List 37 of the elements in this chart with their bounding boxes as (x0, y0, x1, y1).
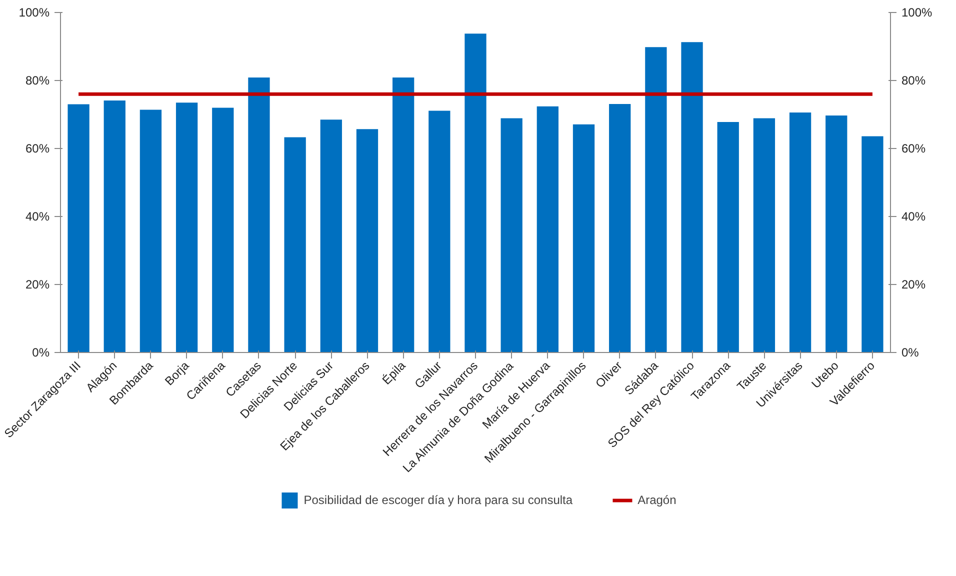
bar (500, 118, 522, 352)
bar (645, 47, 667, 352)
bar (320, 120, 342, 352)
y-tick-label: 20% (25, 278, 50, 292)
bar (862, 136, 884, 352)
bar (248, 77, 270, 352)
bar (789, 112, 812, 352)
bar (717, 122, 739, 352)
y-tick-label: 80% (25, 74, 50, 88)
bar (392, 77, 414, 352)
y-tick-label: 100% (18, 6, 50, 20)
y2-tick-label: 100% (902, 6, 933, 20)
y2-tick-label: 20% (902, 278, 926, 292)
y2-tick-label: 80% (902, 74, 926, 88)
y-tick-label: 60% (25, 142, 50, 156)
bar (284, 137, 306, 352)
y2-tick-label: 0% (902, 346, 920, 360)
y-tick-label: 0% (32, 346, 50, 360)
bar (536, 106, 558, 352)
y-tick-label: 40% (25, 210, 50, 224)
legend-label: Posibilidad de escoger día y hora para su consulta (304, 493, 573, 507)
bar (753, 118, 776, 352)
bar (826, 116, 848, 352)
bar (68, 104, 90, 352)
y2-tick-label: 60% (902, 142, 926, 156)
bar (572, 124, 595, 352)
bar (176, 102, 198, 352)
legend-label: Aragón (638, 493, 676, 507)
bar (609, 104, 631, 352)
bar (140, 110, 162, 352)
bar (356, 129, 378, 352)
y2-tick-label: 40% (902, 210, 926, 224)
bar (212, 108, 234, 352)
bar (104, 100, 126, 352)
bar (464, 34, 486, 352)
bar (681, 42, 703, 352)
bar (428, 110, 450, 352)
